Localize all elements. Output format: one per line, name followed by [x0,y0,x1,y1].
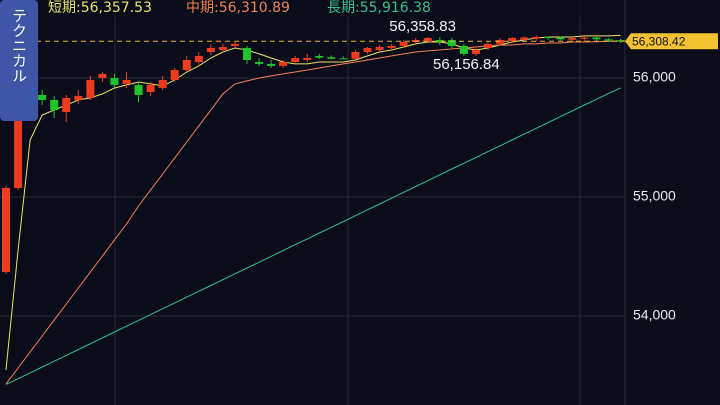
candle-body [496,39,505,44]
y-tick-label: 55,000 [633,188,676,204]
legend-entry: 短期:56,357.53 [48,0,152,16]
candle-body [616,40,625,42]
candle-body [291,57,300,63]
candle-body [206,47,215,53]
ma-lines [5,34,621,385]
candle-body [315,55,324,58]
candle-body [50,99,59,110]
candle-body [556,37,565,40]
candle-body [351,52,360,59]
candle-body [110,77,119,85]
candle-body [435,39,444,43]
candle-body [243,47,251,60]
ma-line [5,87,621,385]
candle-body [447,39,456,46]
candle-body [303,57,312,60]
candle-body [218,47,227,50]
side-tab[interactable] [0,0,38,121]
last-price-label: 56,308.42 [632,34,686,48]
legend: 短期:56,357.53 中期:56,310.89 長期:55,916.38 [48,0,431,16]
candle-body [375,47,384,50]
candle-body [508,37,517,42]
candle-body [471,49,480,54]
candle-body [520,37,529,40]
candle-body [267,63,276,66]
candle-body [158,79,167,88]
y-tick-label: 54,000 [633,307,676,323]
candle-body [62,97,71,112]
low-label: 56,156.84 [433,56,500,73]
candle-body [170,69,179,80]
candle-body [134,84,143,95]
candle-body [14,99,23,188]
candle-body [74,95,83,100]
last-price-tag [625,33,718,50]
candle-body [399,42,408,46]
candle-body [423,37,432,42]
candle-body [86,79,95,98]
candle-body [327,57,336,59]
ma-line [5,40,621,385]
candle-body [592,37,601,40]
candle-body [146,84,155,92]
candle-body [279,62,288,66]
overlay: 56,308.42 56,358.83 56,156.84 [0,18,718,73]
candle-body [459,45,468,54]
candle-body [122,79,131,84]
candle-body [98,73,107,78]
candle-body [2,187,10,272]
candle-body [580,37,589,39]
candle-body [544,36,553,39]
candle-body [38,94,47,100]
y-tick-label: 56,000 [633,69,676,85]
candle-body [484,43,492,48]
candle-body [363,47,372,53]
high-label: 56,358.83 [389,18,456,35]
candle-body [339,58,348,60]
side-tab-label[interactable]: テクニカル [10,8,28,83]
candle-body [194,55,203,63]
legend-entry: 長期:55,916.38 [327,0,431,16]
candle-body [182,59,191,70]
candle-body [568,38,577,40]
legend-entry: 中期:56,310.89 [186,0,290,16]
candle-body [230,43,239,46]
candle-body [604,39,613,41]
legend-bg [40,0,620,17]
candle-body [255,62,264,64]
candle-body [387,45,396,48]
ma-line [5,34,621,371]
candle-body [532,36,541,39]
